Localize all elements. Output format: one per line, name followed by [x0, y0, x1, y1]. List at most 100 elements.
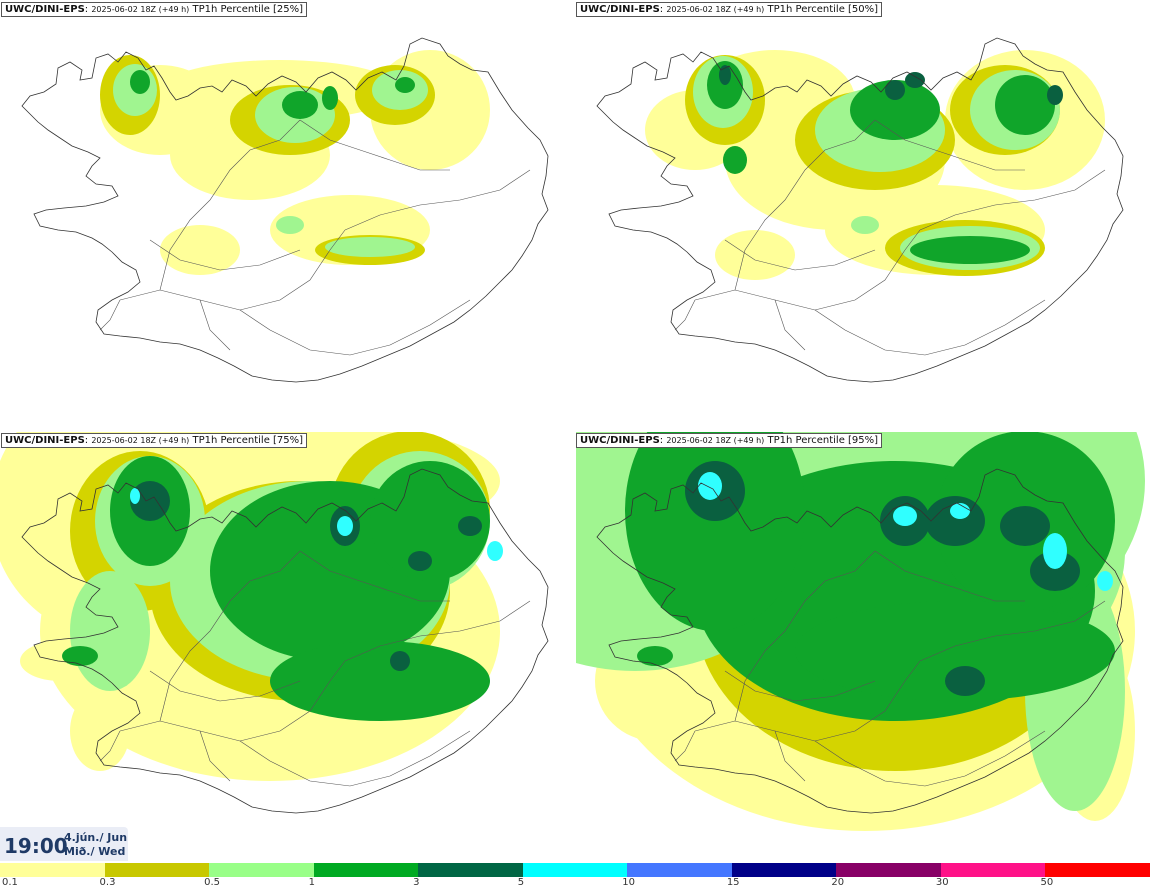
legend-tick-label: 50	[1040, 877, 1054, 888]
precip-area	[625, 431, 805, 631]
valid-time-box: 19:00 4.jún./ Jun Mið./ Wed	[0, 827, 128, 861]
precip-area	[70, 691, 130, 771]
road-line	[874, 119, 1025, 171]
legend-swatch	[522, 863, 628, 877]
legend-swatch	[1045, 863, 1150, 877]
precip-area	[276, 216, 304, 234]
legend-tick-label: 5	[517, 877, 525, 888]
panel-product: TP1h Percentile [50%]	[767, 4, 879, 15]
valid-time-clock: 19:00	[4, 834, 68, 858]
iceland-coastline	[596, 468, 1124, 814]
legend-swatch	[627, 863, 733, 877]
road-line	[149, 239, 301, 271]
legend-swatch	[313, 863, 419, 877]
legend-tick-label: 0.3	[99, 877, 116, 888]
panel-title-p75: UWC/DINI-EPS: 2025-06-02 18Z (+49 h) TP1…	[1, 433, 308, 448]
road-line	[239, 730, 471, 787]
road-line	[299, 119, 450, 171]
precip-area	[995, 75, 1055, 135]
road-line	[694, 660, 921, 742]
legend-tick-label: 15	[726, 877, 740, 888]
precip-area	[795, 601, 1115, 701]
precip-area	[370, 461, 490, 581]
road-line	[874, 550, 1025, 602]
precip-area	[390, 651, 410, 671]
precip-area	[893, 506, 917, 526]
road-line	[239, 299, 471, 356]
panel-model: UWC/DINI-EPS	[580, 4, 660, 15]
map-panel-p50: UWC/DINI-EPS: 2025-06-02 18Z (+49 h) TP1…	[575, 0, 1150, 430]
road-line	[99, 730, 121, 762]
precip-area	[70, 571, 150, 691]
road-line	[199, 299, 231, 351]
road-line	[299, 550, 450, 602]
precip-area	[637, 646, 673, 666]
legend-swatch	[836, 863, 942, 877]
road-line	[159, 550, 301, 722]
road-line	[149, 670, 301, 702]
map-panel-p95: UWC/DINI-EPS: 2025-06-02 18Z (+49 h) TP1…	[575, 431, 1150, 861]
legend-tick-label: 30	[935, 877, 949, 888]
legend-swatch	[209, 863, 315, 877]
road-line	[734, 119, 876, 291]
valid-date-line2: Mið./ Wed	[64, 845, 126, 858]
road-line	[99, 299, 121, 331]
road-line	[159, 119, 301, 291]
panel-product: TP1h Percentile [95%]	[767, 435, 879, 446]
panel-title-p50: UWC/DINI-EPS: 2025-06-02 18Z (+49 h) TP1…	[576, 2, 883, 17]
precip-area	[322, 86, 338, 110]
road-line	[674, 299, 696, 331]
road-line	[814, 299, 1046, 356]
valid-date-line1: 4.jún./ Jun	[64, 831, 128, 844]
legend-swatch	[104, 863, 210, 877]
legend-tick-label: 1	[308, 877, 315, 888]
precip-area	[270, 641, 490, 721]
precip-area	[851, 216, 879, 234]
iceland-coastline	[596, 37, 1124, 383]
road-line	[774, 299, 806, 351]
precip-area	[719, 65, 731, 85]
road-line	[734, 550, 876, 722]
road-line	[199, 730, 231, 782]
precip-area	[1097, 571, 1113, 591]
precip-area	[715, 230, 795, 280]
legend-tick-label: 10	[622, 877, 635, 888]
panel-run: 2025-06-02 18Z (+49 h)	[666, 5, 765, 14]
road-line	[119, 660, 346, 742]
road-line	[119, 229, 346, 311]
road-line	[919, 600, 1106, 662]
map-panel-p75: UWC/DINI-EPS: 2025-06-02 18Z (+49 h) TP1…	[0, 431, 575, 861]
precip-area	[130, 481, 170, 521]
road-line	[344, 169, 531, 231]
panel-title-p95: UWC/DINI-EPS: 2025-06-02 18Z (+49 h) TP1…	[576, 433, 883, 448]
precip-area	[925, 496, 985, 546]
panel-product: TP1h Percentile [75%]	[192, 435, 304, 446]
precip-area	[160, 225, 240, 275]
iceland-precip-map-p75	[0, 431, 549, 814]
iceland-precip-map-p50	[596, 37, 1124, 383]
precip-area	[1043, 533, 1067, 569]
legend-swatch	[940, 863, 1046, 877]
precip-area	[910, 236, 1030, 264]
road-line	[724, 670, 876, 702]
precip-area	[337, 516, 353, 536]
legend-color-bar	[0, 863, 1150, 877]
panel-product: TP1h Percentile [25%]	[192, 4, 304, 15]
legend-tick-label: 0.5	[204, 877, 220, 888]
precip-area	[62, 646, 98, 666]
road-line	[674, 730, 696, 762]
precip-area	[698, 472, 722, 500]
panel-divider-horizontal	[0, 430, 1150, 432]
road-line	[344, 600, 531, 662]
precip-area	[850, 80, 940, 140]
precip-area	[1030, 551, 1080, 591]
panel-model: UWC/DINI-EPS	[5, 435, 85, 446]
precip-area	[408, 551, 432, 571]
panel-run: 2025-06-02 18Z (+49 h)	[91, 436, 190, 445]
iceland-precip-map-p25	[21, 37, 549, 383]
precip-area	[885, 80, 905, 100]
precip-area	[325, 237, 415, 257]
panel-model: UWC/DINI-EPS	[5, 4, 85, 15]
legend-tick-label: 0.1	[2, 877, 18, 888]
precip-area	[282, 91, 318, 119]
